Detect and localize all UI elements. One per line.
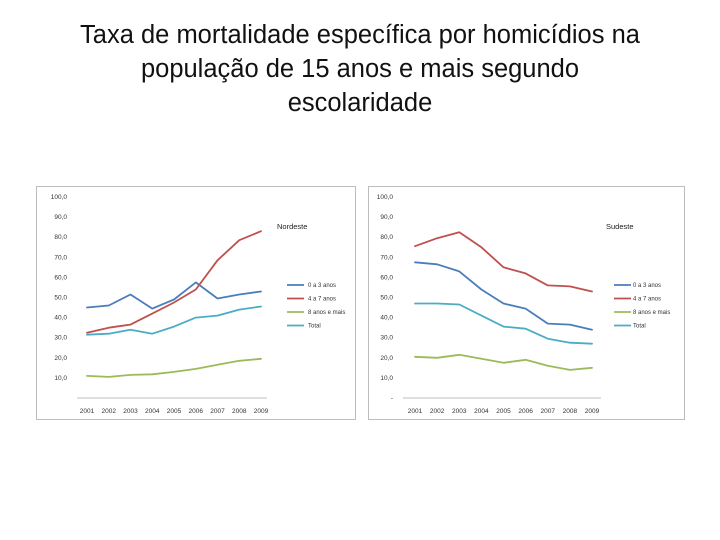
y-tick-label: 90,0 [380, 214, 393, 221]
chart-sudeste: 100,0 90,0 80,0 70,0 60,0 50,0 40,0 30,0 20,0 10,… [377, 194, 671, 415]
x-tick-label: 2004 [145, 408, 160, 415]
legend-label: Total [633, 324, 646, 330]
x-tick-label: 2007 [210, 408, 225, 415]
x-tick-label: 2006 [189, 408, 204, 415]
y-tick-label: 60,0 [54, 274, 67, 281]
legend-label: 4 a 7 anos [308, 297, 336, 303]
y-tick-label: 70,0 [380, 254, 393, 261]
region-label-nordeste: Nordeste [277, 222, 307, 231]
series-line-sudeste-3 [414, 302, 593, 345]
x-tick-label: 2009 [585, 408, 600, 415]
legend-label: 4 a 7 anos [633, 297, 661, 303]
legend-label: 8 anos e mais [308, 310, 345, 316]
x-tick-label: 2006 [518, 408, 533, 415]
title-line-2: população de 15 anos e mais segundo [140, 55, 580, 83]
y-tick-label: 30,0 [54, 335, 67, 342]
y-tick-label: 80,0 [54, 234, 67, 241]
y-tick-label: 100,0 [377, 194, 394, 201]
x-tick-label: 2008 [232, 408, 247, 415]
series-line-sudeste-1 [414, 231, 593, 293]
y-tick-label: 70,0 [54, 254, 67, 261]
y-tick-label: 50,0 [380, 295, 393, 302]
legend-label: 8 anos e mais [633, 310, 670, 316]
series-line-nordeste-0 [86, 281, 262, 310]
y-tick-label: 40,0 [54, 315, 67, 322]
x-tick-label: 2005 [167, 408, 182, 415]
x-tick-label: 2008 [563, 408, 578, 415]
legend-label: 0 a 3 anos [633, 283, 661, 289]
y-tick-label: 50,0 [54, 295, 67, 302]
x-tick-label: 2005 [496, 408, 511, 415]
series-line-nordeste-3 [86, 305, 262, 336]
series-line-sudeste-2 [414, 353, 593, 371]
chart-panel-nordeste: 100,0 90,0 80,0 70,0 60,0 50,0 40,0 30,0 20,0 10,… [36, 186, 356, 420]
series-line-nordeste-2 [86, 357, 262, 378]
y-tick-label: 80,0 [380, 234, 393, 241]
y-tick-label: 10,0 [54, 375, 67, 382]
title-line-3: escolaridade [287, 89, 433, 117]
y-tick-label: 10,0 [380, 375, 393, 382]
y-tick-label: 30,0 [380, 335, 393, 342]
y-tick-label: 90,0 [54, 214, 67, 221]
legend-label: Total [308, 324, 321, 330]
title-line-1: Taxa de mortalidade específica por homic… [80, 21, 640, 49]
chart-nordeste: 100,0 90,0 80,0 70,0 60,0 50,0 40,0 30,0 20,0 10,… [51, 194, 346, 415]
x-tick-label: 2009 [254, 408, 269, 415]
y-tick-label: 20,0 [380, 355, 393, 362]
series-line-nordeste-1 [86, 230, 262, 334]
series-line-sudeste-0 [414, 261, 593, 331]
x-tick-label: 2003 [452, 408, 467, 415]
x-tick-label: 2001 [80, 408, 95, 415]
y-tick-label: - [391, 395, 393, 402]
x-tick-label: 2004 [474, 408, 489, 415]
y-tick-label: 20,0 [54, 355, 67, 362]
y-tick-label: 60,0 [380, 274, 393, 281]
x-tick-label: 2002 [430, 408, 445, 415]
slide-title: Taxa de mortalidade específica por homic… [20, 18, 700, 120]
region-label-sudeste: Sudeste [606, 222, 634, 231]
x-tick-label: 2003 [123, 408, 138, 415]
x-tick-label: 2007 [541, 408, 556, 415]
legend-label: 0 a 3 anos [308, 283, 336, 289]
x-tick-label: 2001 [408, 408, 423, 415]
y-tick-label: 40,0 [380, 315, 393, 322]
chart-panel-sudeste: 100,0 90,0 80,0 70,0 60,0 50,0 40,0 30,0 20,0 10,… [368, 186, 685, 420]
x-tick-label: 2002 [102, 408, 117, 415]
y-tick-label: 100,0 [51, 194, 68, 201]
